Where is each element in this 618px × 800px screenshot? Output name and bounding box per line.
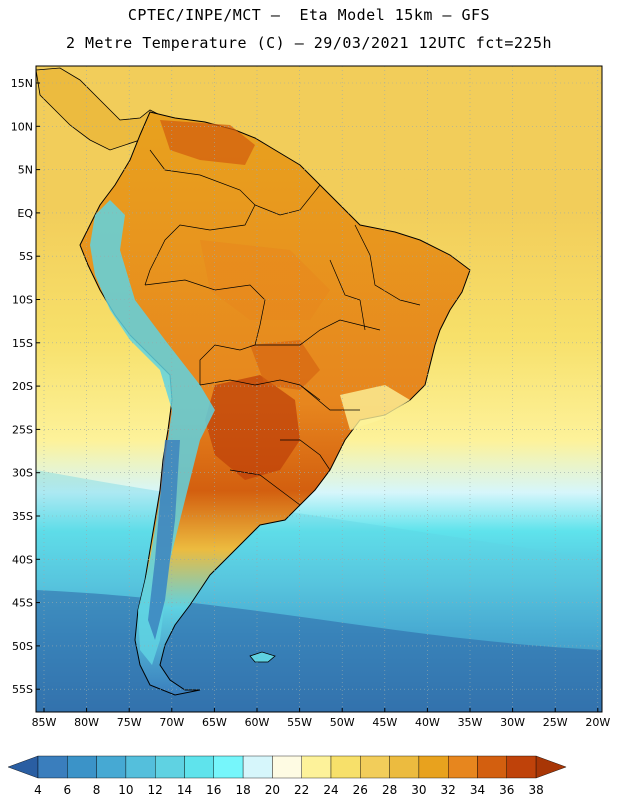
colorbar-swatch [506, 755, 537, 779]
lon-label: 20W [585, 716, 610, 729]
colorbar-swatch [535, 755, 567, 779]
lat-label: EQ [17, 207, 33, 220]
lon-label: 30W [500, 716, 525, 729]
country-borders [144, 149, 421, 506]
colorbar-swatch [242, 755, 273, 779]
colorbar-swatch [67, 755, 97, 779]
colorbar-swatch [184, 755, 214, 779]
colorbar-swatch [477, 755, 507, 779]
colorbar-label: 36 [499, 783, 514, 797]
lat-label: 15N [11, 77, 33, 90]
lat-label: 20S [12, 380, 33, 393]
longitude-labels: 85W 80W 75W 70W 65W 60W 55W 50W 45W 40W 35W 30W 25W 2… [32, 708, 610, 729]
lat-label: 30S [12, 467, 33, 480]
colorbar-swatch [448, 755, 478, 779]
lat-label: 40S [12, 553, 33, 566]
colorbar-swatch [7, 755, 39, 779]
colorbar-label: 16 [206, 783, 221, 797]
colorbar-swatch [37, 755, 68, 779]
colorbar-label: 4 [34, 783, 42, 797]
colorbar-label: 10 [118, 783, 133, 797]
lon-label: 40W [415, 716, 440, 729]
latitude-labels: 15N 10N 5N EQ 5S 10S 15S 20S 25S 30S 35S 40S 45S 50S 5… [11, 77, 40, 696]
colorbar-label: 20 [265, 783, 280, 797]
colorbar-label: 22 [294, 783, 309, 797]
lat-label: 5S [19, 250, 33, 263]
colorbar-label: 28 [382, 783, 397, 797]
lon-label: 65W [202, 716, 227, 729]
colorbar: 4 6 8 10 12 14 16 18 20 22 24 26 28 30 32 34 36 38 [7, 755, 567, 797]
colorbar-label: 30 [411, 783, 426, 797]
lon-label: 85W [32, 716, 57, 729]
colorbar-swatch [125, 755, 156, 779]
lon-label: 75W [117, 716, 142, 729]
lon-label: 70W [159, 716, 184, 729]
colorbar-swatch [154, 755, 185, 779]
colorbar-swatch [418, 755, 449, 779]
colorbar-swatch [360, 755, 390, 779]
colorbar-label: 14 [177, 783, 192, 797]
lat-label: 10N [11, 120, 33, 133]
colorbar-label: 34 [470, 783, 485, 797]
colorbar-swatch [330, 755, 361, 779]
lon-label: 25W [543, 716, 568, 729]
lat-label: 45S [12, 597, 33, 610]
lon-label: 50W [330, 716, 355, 729]
lat-label: 50S [12, 640, 33, 653]
colorbar-label: 26 [353, 783, 368, 797]
chart-title-line1: CPTEC/INPE/MCT – Eta Model 15km – GFS [127, 6, 491, 24]
colorbar-label: 8 [93, 783, 101, 797]
colorbar-swatch [301, 755, 332, 779]
colorbar-swatch [213, 755, 244, 779]
falkland-islands [249, 651, 276, 663]
lon-label: 60W [245, 716, 270, 729]
lon-label: 45W [372, 716, 397, 729]
lon-label: 80W [74, 716, 99, 729]
colorbar-swatch [272, 755, 302, 779]
colorbar-label: 32 [441, 783, 456, 797]
temperature-map: 15N 10N 5N EQ 5S 10S 15S 20S 25S 30S 35S 40S 45S 50S 5… [11, 65, 610, 729]
lat-label: 55S [12, 683, 33, 696]
colorbar-swatch [96, 755, 127, 779]
colorbar-label: 18 [235, 783, 250, 797]
lon-label: 35W [458, 716, 483, 729]
lon-label: 55W [287, 716, 312, 729]
lat-label: 10S [12, 294, 33, 307]
colorbar-label: 6 [63, 783, 71, 797]
lat-label: 35S [12, 510, 33, 523]
colorbar-label: 38 [528, 783, 543, 797]
lat-label: 15S [12, 337, 33, 350]
map-frame [35, 65, 603, 713]
andes-cold-strip [90, 200, 215, 665]
lat-label: 25S [12, 423, 33, 436]
colorbar-label: 12 [148, 783, 163, 797]
chart-title-line2: 2 Metre Temperature (C) – 29/03/2021 12U… [65, 34, 553, 52]
lat-label: 5N [18, 164, 33, 177]
colorbar-label: 24 [323, 783, 338, 797]
colorbar-swatch [389, 755, 420, 779]
